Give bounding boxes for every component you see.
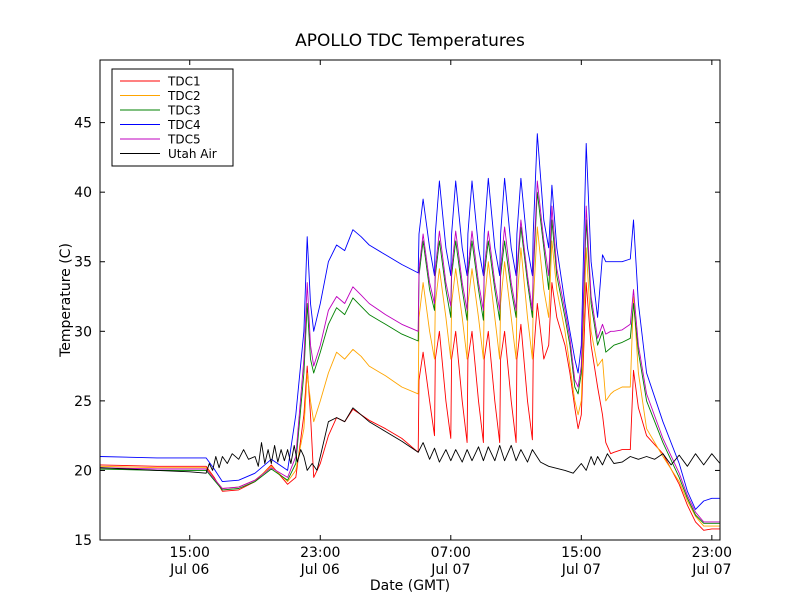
legend-label: TDC5: [167, 133, 201, 147]
x-tick-label-date: Jul 07: [561, 562, 601, 578]
y-tick-label: 15: [74, 533, 92, 549]
chart-title: APOLLO TDC Temperatures: [295, 31, 525, 51]
series-line-0: [99, 282, 720, 531]
series-line-3: [99, 133, 720, 510]
x-tick-label-time: 23:00: [692, 545, 732, 561]
legend-label: TDC3: [167, 104, 201, 118]
plot-frame: [99, 59, 721, 541]
x-axis-label: Date (GMT): [370, 578, 450, 594]
y-tick-label: 45: [74, 116, 92, 132]
x-tick-label-time: 07:00: [431, 545, 471, 561]
legend-box: [111, 68, 234, 167]
series-line-5: [99, 407, 721, 474]
x-tick-label-date: Jul 06: [169, 562, 209, 578]
legend-label: TDC2: [167, 89, 201, 103]
x-tick-label-time: 15:00: [170, 545, 210, 561]
y-tick-label: 30: [74, 324, 92, 340]
series-line-2: [99, 191, 720, 524]
y-tick-label: 35: [74, 255, 92, 271]
y-tick-label: 25: [74, 394, 92, 410]
x-tick-label-time: 23:00: [300, 545, 340, 561]
x-tick-label-date: Jul 07: [430, 562, 470, 578]
legend-label: Utah Air: [168, 147, 217, 161]
legend-label: TDC1: [167, 75, 201, 89]
x-tick-label-date: Jul 06: [300, 562, 340, 578]
x-tick-label-date: Jul 07: [691, 562, 731, 578]
y-tick-label: 20: [74, 463, 92, 479]
legend-label: TDC4: [167, 118, 201, 132]
x-tick-label-time: 15:00: [561, 545, 601, 561]
series-group: [99, 133, 721, 531]
series-line-1: [99, 226, 720, 527]
series-line-4: [99, 180, 720, 523]
y-axis-label: Temperature (C): [58, 243, 74, 358]
y-tick-label: 40: [74, 185, 92, 201]
